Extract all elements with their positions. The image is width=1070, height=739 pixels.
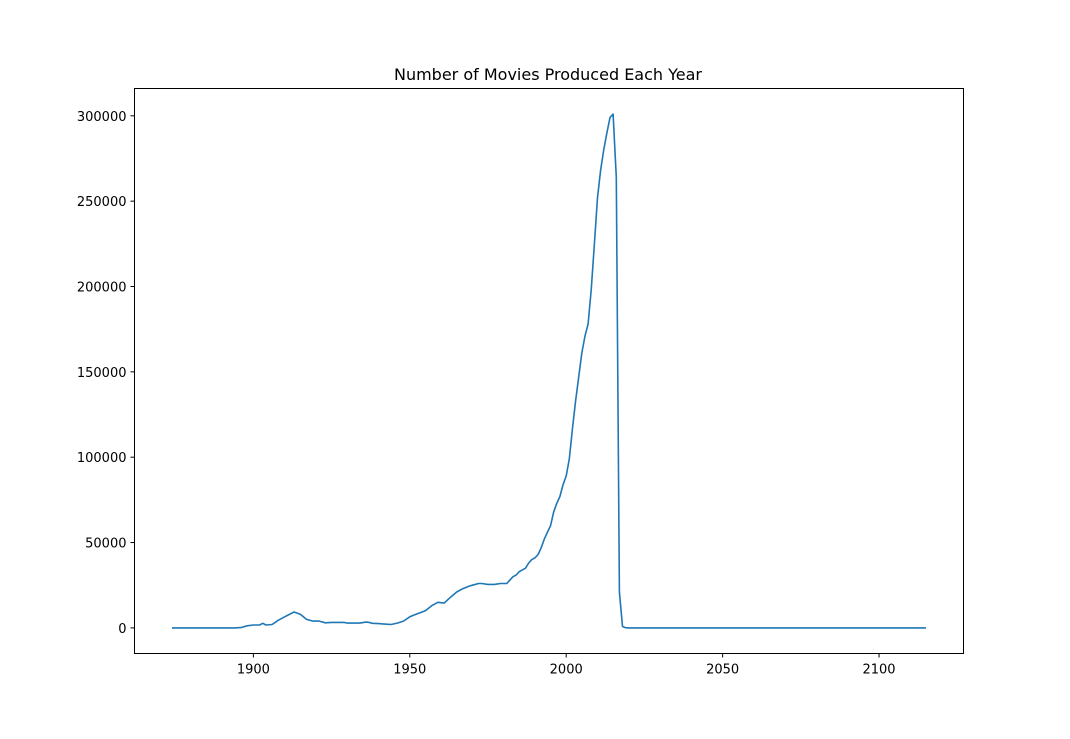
plot-area [172, 113, 926, 629]
y-tick-label: 100000 [77, 451, 127, 466]
y-tick-label: 300000 [77, 110, 127, 125]
x-tick-label: 1950 [393, 663, 426, 678]
y-tick-label: 200000 [77, 281, 127, 296]
x-tick-label: 2050 [706, 663, 739, 678]
x-tick-label: 2000 [550, 663, 583, 678]
series-line-0 [172, 113, 926, 629]
x-axis: 1900 1950 2000 2050 2100 [237, 653, 896, 678]
x-tick-label: 1900 [237, 663, 270, 678]
chart-title: Number of Movies Produced Each Year [394, 65, 702, 84]
y-axis: 0 50000 100000 150000 200000 250000 300000 [77, 110, 135, 637]
y-tick-label: 250000 [77, 195, 127, 210]
y-tick-label: 50000 [85, 537, 126, 552]
y-tick-label: 150000 [77, 366, 127, 381]
plot-frame [134, 88, 964, 654]
x-tick-label: 2100 [862, 663, 895, 678]
y-tick-label: 0 [118, 622, 126, 637]
